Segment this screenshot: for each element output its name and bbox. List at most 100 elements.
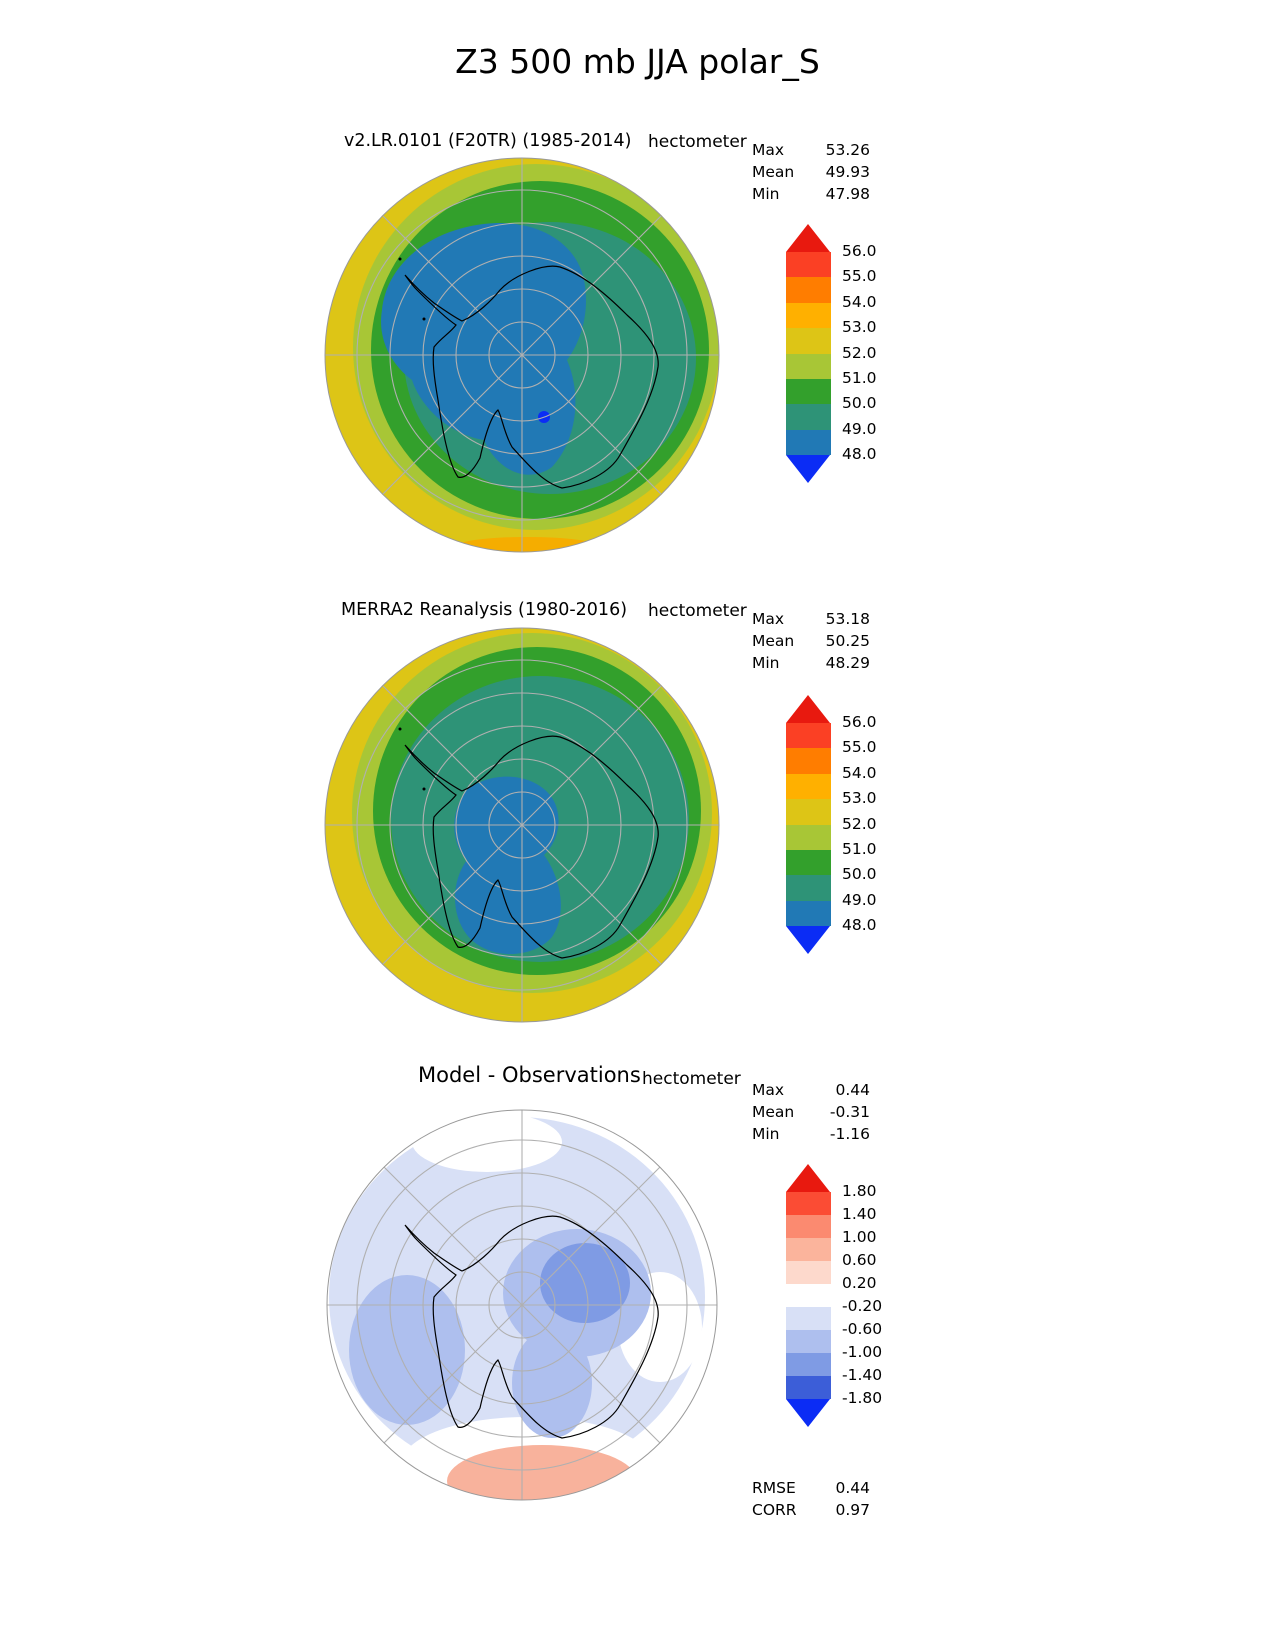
colorbar-segment bbox=[786, 302, 831, 329]
stat-value-mean: 49.93 bbox=[825, 163, 870, 181]
contour-region bbox=[412, 1112, 562, 1172]
stat-label-min: Min bbox=[752, 654, 780, 672]
colorbar-segment bbox=[786, 824, 831, 850]
stat-value-min: 47.98 bbox=[825, 185, 870, 203]
stat-label-min: Min bbox=[752, 1125, 780, 1143]
colorbar-segment bbox=[786, 1353, 831, 1376]
colorbar-tick-label: -0.20 bbox=[842, 1297, 883, 1315]
colorbar-tick-label: 55.0 bbox=[842, 738, 877, 757]
colorbar-tick-label: 56.0 bbox=[842, 713, 877, 731]
colorbar-model: 56.0 55.0 54.0 53.0 52.0 51.0 50.0 49.0 48.0 bbox=[786, 224, 877, 484]
island-dot bbox=[422, 317, 426, 321]
stat-row-max: Max 0.44 bbox=[752, 1079, 870, 1101]
colorbar-segment bbox=[786, 378, 831, 405]
metric-row-corr: CORR 0.97 bbox=[752, 1499, 870, 1521]
colorbar-segment bbox=[786, 353, 831, 379]
colorbar-tick-label: 51.0 bbox=[842, 369, 877, 387]
graticule bbox=[325, 628, 719, 1022]
colorbar-tick-label: -0.60 bbox=[842, 1320, 883, 1338]
colorbar-segment bbox=[786, 277, 831, 303]
colorbar-segment bbox=[786, 748, 831, 774]
stat-label-mean: Mean bbox=[752, 163, 795, 181]
stat-label-max: Max bbox=[752, 610, 785, 628]
colorbar-tick-label: 53.0 bbox=[842, 789, 877, 808]
colorbar-segment bbox=[786, 1330, 831, 1353]
panel-difference-title: Model - Observations bbox=[418, 1063, 641, 1087]
contour-region bbox=[540, 1243, 630, 1323]
map-reference bbox=[324, 627, 720, 1023]
colorbar-segment bbox=[786, 799, 831, 825]
stat-value-max: 53.26 bbox=[825, 141, 870, 159]
colorbar-over-arrow bbox=[786, 1164, 830, 1192]
colorbar-tick-label: 55.0 bbox=[842, 267, 877, 286]
colorbar-tick-label: -1.80 bbox=[842, 1389, 883, 1407]
stat-label-mean: Mean bbox=[752, 632, 795, 650]
colorbar-tick-label: 56.0 bbox=[842, 242, 877, 260]
colorbar-tick-label: 1.80 bbox=[842, 1182, 877, 1200]
colorbar-tick-label: 54.0 bbox=[842, 763, 877, 782]
colorbar-segment bbox=[786, 1238, 831, 1261]
stat-value-min: 48.29 bbox=[825, 654, 870, 672]
stat-row-min: Min 48.29 bbox=[752, 652, 870, 674]
metric-label-corr: CORR bbox=[752, 1501, 797, 1519]
colorbar-tick-label: 50.0 bbox=[842, 865, 877, 884]
stat-label-min: Min bbox=[752, 185, 780, 203]
stat-label-mean: Mean bbox=[752, 1103, 795, 1121]
stat-label-max: Max bbox=[752, 141, 785, 159]
colorbar-tick-label: 49.0 bbox=[842, 890, 877, 909]
colorbar-tick-label: 48.0 bbox=[842, 445, 877, 464]
stat-label-max: Max bbox=[752, 1081, 785, 1099]
colorbar-segment bbox=[786, 1192, 831, 1215]
colorbar-segment bbox=[786, 1307, 831, 1330]
map-boundary bbox=[324, 627, 720, 1023]
colorbar-tick-label: 48.0 bbox=[842, 916, 877, 935]
colorbar-under-arrow bbox=[786, 455, 830, 484]
coastline bbox=[404, 265, 659, 489]
colorbar-tick-label: -1.40 bbox=[842, 1366, 883, 1384]
contour-region bbox=[349, 1275, 465, 1425]
colorbar-tick-label: 52.0 bbox=[842, 814, 877, 833]
panel-reference-stats: Max 53.18 Mean 50.25 Min 48.29 bbox=[752, 608, 870, 674]
stat-value-max: 0.44 bbox=[835, 1081, 870, 1099]
colorbar-over-arrow bbox=[786, 224, 830, 252]
colorbar-under-arrow bbox=[786, 1399, 830, 1427]
colorbar-difference: 1.80 1.40 1.00 0.60 0.20 -0.20 -0.60 -1.00 -1.40… bbox=[786, 1164, 882, 1427]
map-boundary bbox=[326, 1109, 718, 1501]
contour-region bbox=[381, 222, 587, 475]
colorbar-segment bbox=[786, 1376, 831, 1399]
island-dot bbox=[398, 727, 402, 731]
stat-row-mean: Mean -0.31 bbox=[752, 1101, 870, 1123]
panel-reference-title: MERRA2 Reanalysis (1980-2016) bbox=[341, 600, 628, 620]
contour-region bbox=[512, 1328, 592, 1438]
colorbar-tick-label: 51.0 bbox=[842, 840, 877, 858]
contour-region bbox=[454, 776, 561, 955]
stat-row-mean: Mean 50.25 bbox=[752, 630, 870, 652]
colorbar-segment bbox=[786, 773, 831, 800]
coastline bbox=[404, 735, 659, 959]
colorbar-segment bbox=[786, 723, 831, 749]
colorbar-segment bbox=[786, 328, 831, 354]
panel-model-stats: Max 53.26 Mean 49.93 Min 47.98 bbox=[752, 139, 870, 205]
island-dot bbox=[398, 257, 402, 261]
colorbar-segment bbox=[786, 900, 831, 927]
metric-row-rmse: RMSE 0.44 bbox=[752, 1477, 870, 1499]
colorbar-tick-label: 1.40 bbox=[842, 1205, 877, 1223]
panel-difference-units: hectometer bbox=[642, 1069, 741, 1089]
map-boundary bbox=[324, 157, 720, 553]
stat-value-mean: 50.25 bbox=[825, 632, 870, 650]
colorbar-tick-label: -1.00 bbox=[842, 1343, 883, 1361]
island-dot bbox=[422, 787, 426, 791]
colorbar-tick-label: 53.0 bbox=[842, 318, 877, 337]
stat-row-min: Min 47.98 bbox=[752, 183, 870, 205]
colorbar-segment bbox=[786, 1284, 831, 1307]
colorbar-segment bbox=[786, 429, 831, 456]
stat-row-min: Min -1.16 bbox=[752, 1123, 870, 1145]
coastline bbox=[404, 1215, 659, 1439]
colorbar-under-arrow bbox=[786, 926, 830, 955]
metric-label-rmse: RMSE bbox=[752, 1479, 796, 1497]
metric-value-rmse: 0.44 bbox=[835, 1479, 870, 1497]
colorbar-tick-label: 50.0 bbox=[842, 394, 877, 413]
difference-metrics: RMSE 0.44 CORR 0.97 bbox=[752, 1477, 870, 1521]
stat-row-max: Max 53.26 bbox=[752, 139, 870, 161]
